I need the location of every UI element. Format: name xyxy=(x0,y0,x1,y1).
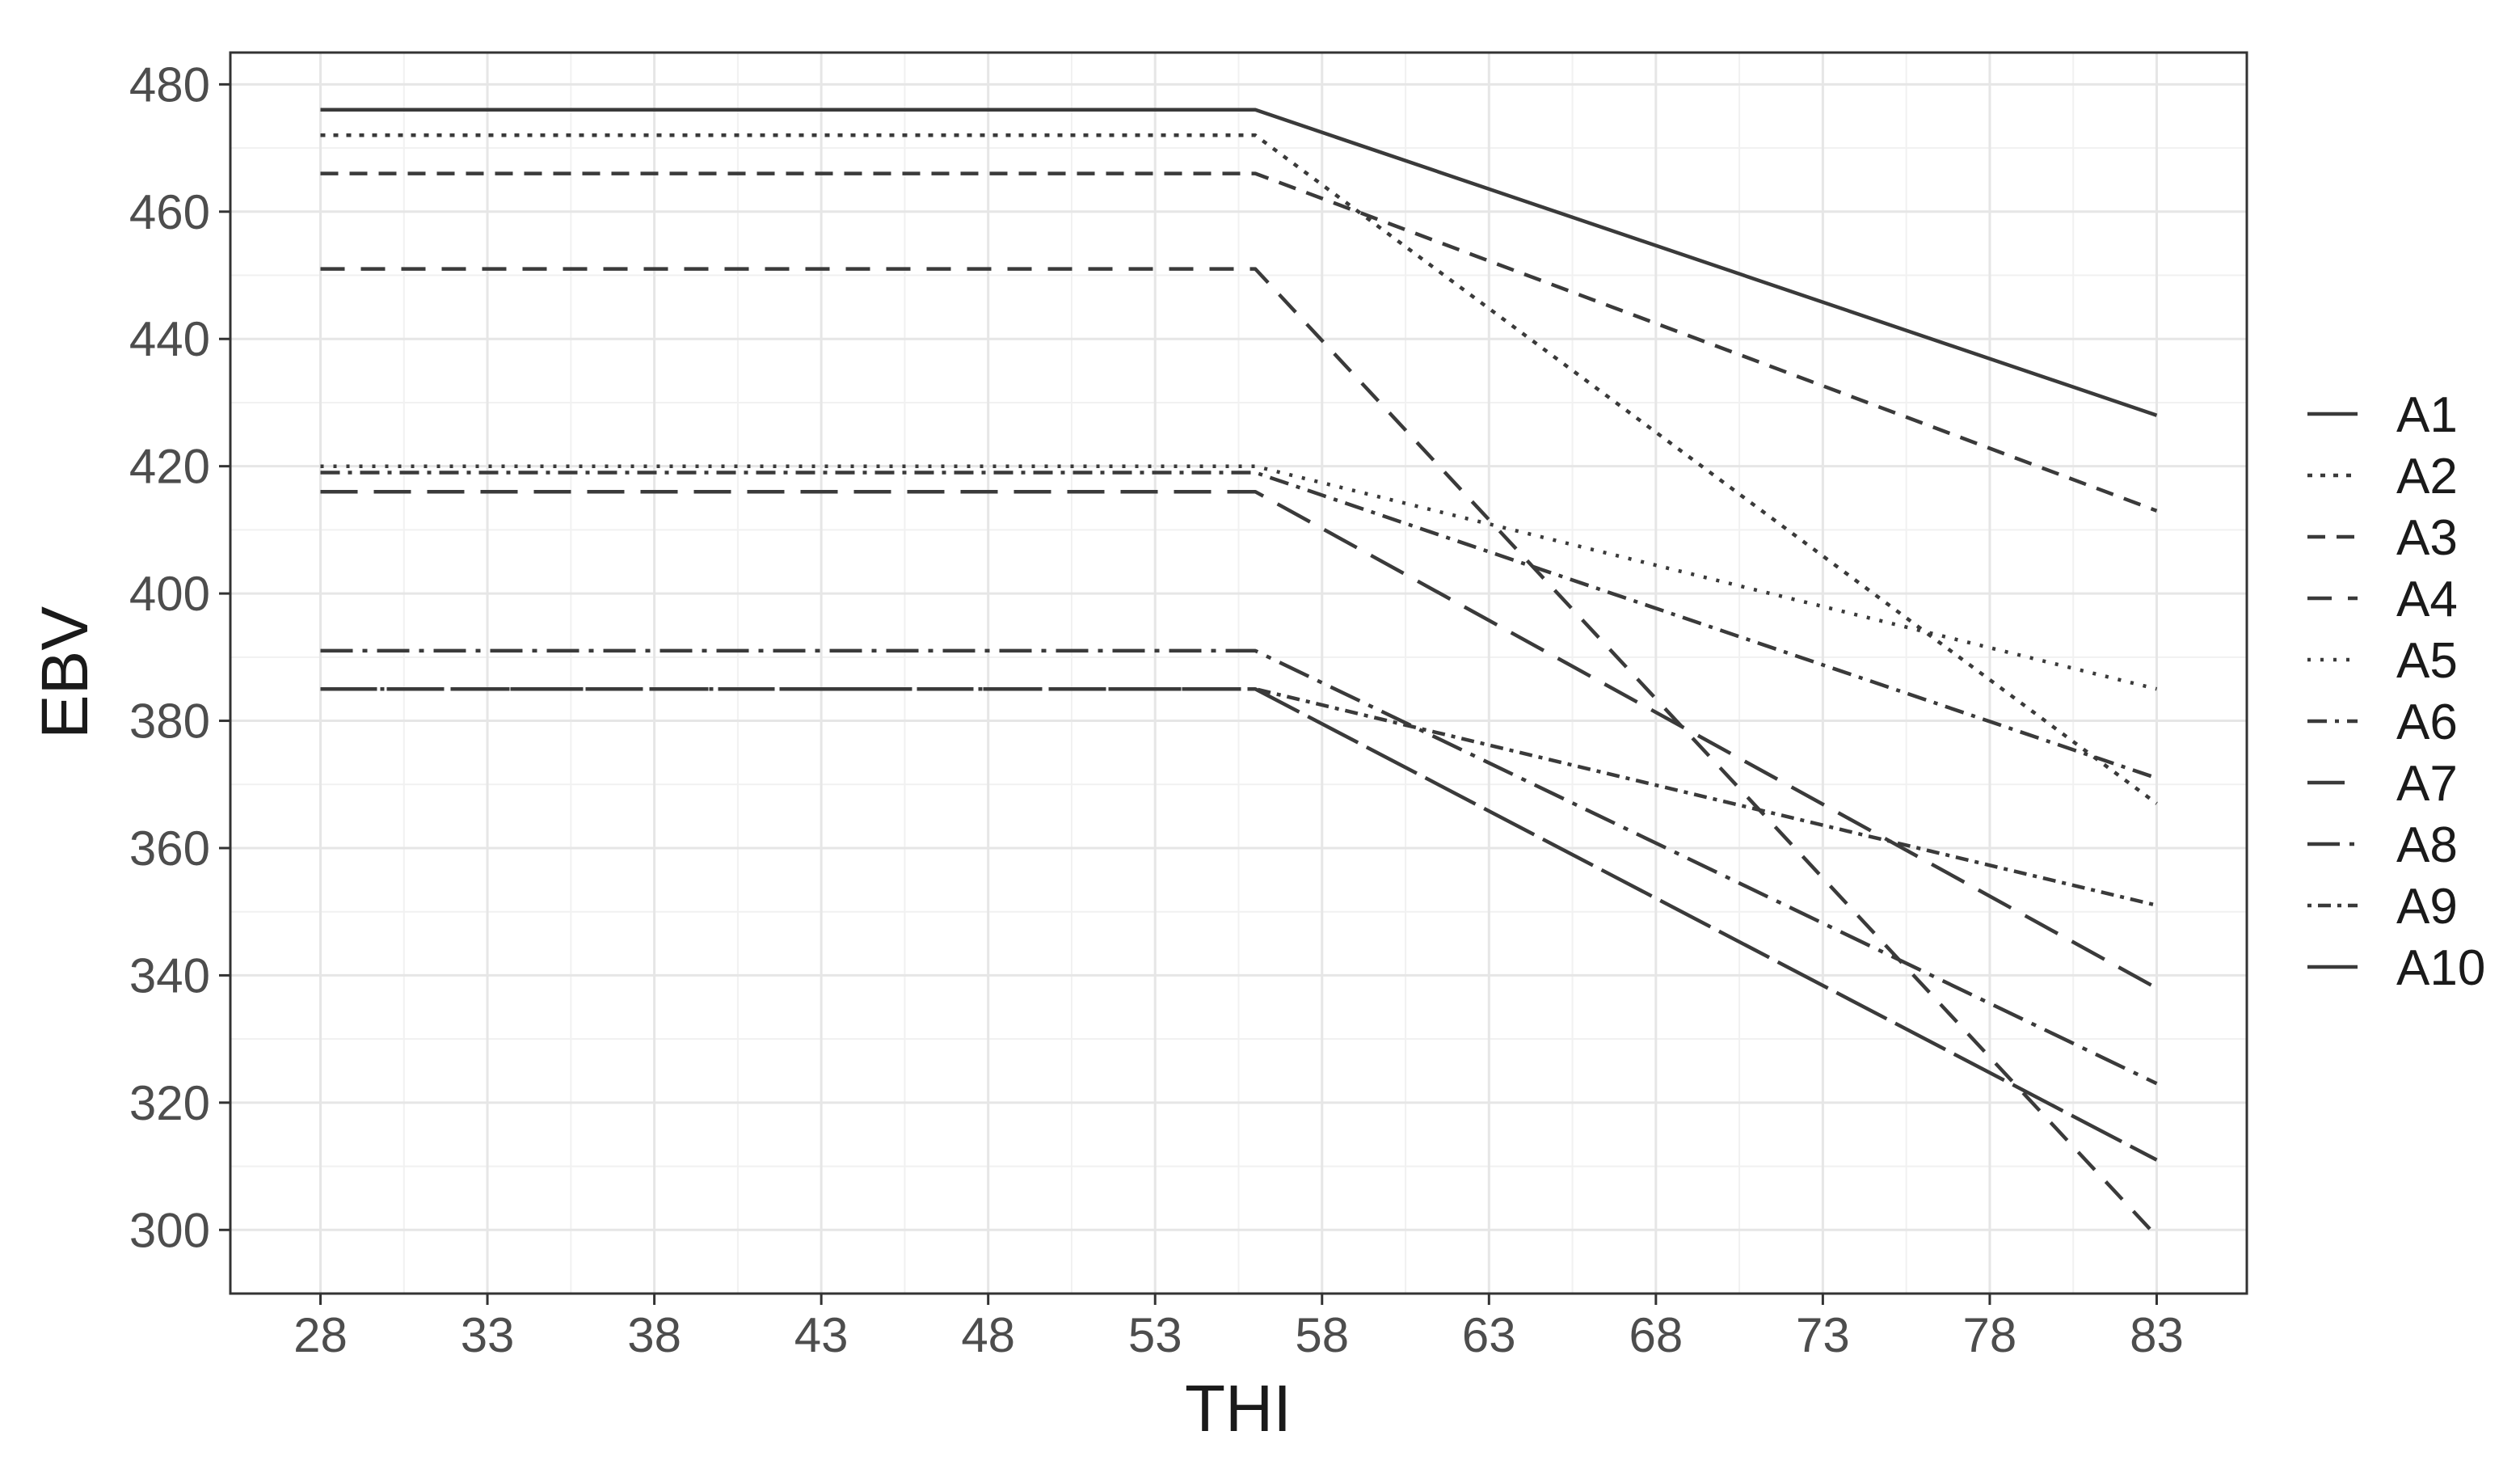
y-tick-label: 480 xyxy=(129,57,210,112)
y-tick-label: 380 xyxy=(129,694,210,749)
y-tick-label: 360 xyxy=(129,821,210,876)
series-line-a5 xyxy=(320,464,2158,691)
x-tick-label: 58 xyxy=(1295,1308,1349,1362)
y-tick-label: 400 xyxy=(129,567,210,621)
series-line-a4 xyxy=(320,267,2159,1238)
y-axis-title: EBV xyxy=(28,606,102,739)
y-tick-label: 320 xyxy=(129,1076,210,1130)
x-tick-label: 48 xyxy=(961,1308,1015,1362)
legend-label-a1: A1 xyxy=(2396,387,2458,443)
x-axis-title: THI xyxy=(1185,1372,1292,1446)
y-tick-label: 420 xyxy=(129,440,210,494)
x-axis: 28 33 38 43 48 53 58 63 68 73 78 83 xyxy=(293,1294,2184,1362)
y-tick-label: 460 xyxy=(129,185,210,239)
series-line-a10 xyxy=(320,686,2158,1162)
legend-label-a4: A4 xyxy=(2396,572,2458,627)
legend-label-a9: A9 xyxy=(2396,879,2458,935)
series-line-a7 xyxy=(320,489,2158,990)
y-tick-label: 340 xyxy=(129,948,210,1003)
x-tick-label: 53 xyxy=(1128,1308,1182,1362)
legend-label-a6: A6 xyxy=(2396,694,2458,750)
legend-label-a8: A8 xyxy=(2396,817,2458,873)
series-line-a1 xyxy=(320,108,2158,417)
series-lines xyxy=(320,108,2159,1238)
x-tick-label: 63 xyxy=(1462,1308,1516,1362)
x-tick-label: 33 xyxy=(461,1308,515,1362)
plot-border xyxy=(229,51,2248,1295)
series-line-a8 xyxy=(320,648,2158,1086)
series-line-a2 xyxy=(320,133,2158,805)
x-tick-label: 43 xyxy=(794,1308,849,1362)
x-tick-label: 38 xyxy=(627,1308,681,1362)
y-tick-label: 300 xyxy=(129,1203,210,1257)
minor-gridlines xyxy=(230,53,2247,1294)
x-tick-label: 68 xyxy=(1629,1308,1683,1362)
legend-label-a5: A5 xyxy=(2396,633,2458,689)
legend-label-a10: A10 xyxy=(2396,940,2485,996)
x-tick-label: 78 xyxy=(1963,1308,2017,1362)
x-tick-label: 83 xyxy=(2130,1308,2184,1362)
legend-label-a3: A3 xyxy=(2396,510,2458,566)
legend-label-a2: A2 xyxy=(2396,449,2458,504)
y-axis: 300 320 340 360 380 400 420 440 460 480 xyxy=(129,57,230,1257)
y-tick-label: 440 xyxy=(129,312,210,366)
x-tick-label: 73 xyxy=(1796,1308,1850,1362)
major-gridlines xyxy=(230,53,2247,1294)
series-line-a3 xyxy=(320,171,2158,513)
x-tick-label: 28 xyxy=(293,1308,348,1362)
legend-label-a7: A7 xyxy=(2396,756,2458,812)
